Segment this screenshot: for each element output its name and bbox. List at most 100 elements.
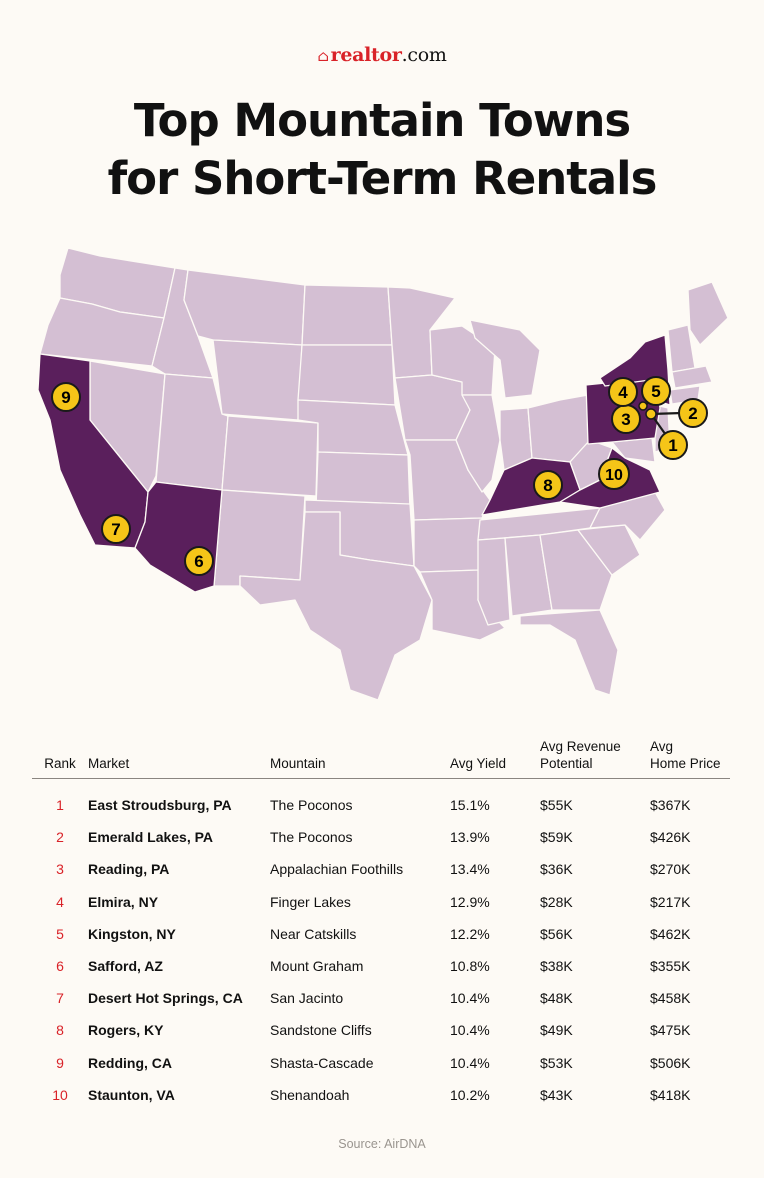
cell-price: $462K <box>650 925 691 942</box>
cell-market: East Stroudsburg, PA <box>88 797 232 814</box>
marker-4-label: 4 <box>618 383 628 402</box>
cell-revenue: $43K <box>540 1086 573 1103</box>
cell-rank: 9 <box>56 1054 64 1071</box>
state-wyoming <box>212 339 303 421</box>
state-colorado <box>221 415 319 497</box>
cell-market: Reading, PA <box>88 861 170 878</box>
state-massachusetts <box>671 365 713 389</box>
rankings-table: Rank Market Mountain Avg Yield Avg Reven… <box>32 730 730 1111</box>
cell-rank: 6 <box>56 958 64 975</box>
logo-tld: .com <box>401 44 447 66</box>
table-row: 3 Reading, PA Appalachian Foothills 13.4% $3… <box>32 853 730 885</box>
state-north-dakota <box>301 284 393 346</box>
cell-price: $418K <box>650 1086 691 1103</box>
header-revenue-line1: Avg Revenue <box>540 739 621 754</box>
cell-market: Redding, CA <box>88 1054 172 1071</box>
marker-10-label: 10 <box>605 467 623 484</box>
marker-dot <box>645 408 657 420</box>
marker-7[interactable]: 7 <box>101 514 131 544</box>
title-line-2: for Short-Term Rentals <box>107 152 658 205</box>
table-row: 6 Safford, AZ Mount Graham 10.8% $38K $355K <box>32 950 730 982</box>
cell-mountain: Finger Lakes <box>270 893 351 910</box>
state-mississippi <box>477 537 511 626</box>
cell-revenue: $55K <box>540 797 573 814</box>
marker-8[interactable]: 8 <box>533 470 563 500</box>
logo-brand: realtor <box>330 44 402 66</box>
cell-yield: 10.2% <box>450 1086 490 1103</box>
cell-mountain: Near Catskills <box>270 925 357 942</box>
map-markers: 1 2 3 4 5 6 7 8 9 10 <box>51 376 708 576</box>
cell-yield: 12.9% <box>450 893 490 910</box>
cell-revenue: $56K <box>540 925 573 942</box>
table-header: Rank Market Mountain Avg Yield Avg Reven… <box>32 730 730 779</box>
state-michigan <box>469 319 541 399</box>
cell-rank: 4 <box>56 893 64 910</box>
header-yield: Avg Yield <box>450 756 507 771</box>
table-row: 10 Staunton, VA Shenandoah 10.2% $43K $418K <box>32 1079 730 1111</box>
cell-mountain: Shasta-Cascade <box>270 1054 374 1071</box>
cell-market: Kingston, NY <box>88 925 176 942</box>
state-montana <box>183 269 306 346</box>
cell-price: $367K <box>650 797 691 814</box>
cell-revenue: $48K <box>540 990 573 1007</box>
table-row: 8 Rogers, KY Sandstone Cliffs 10.4% $49K $475… <box>32 1014 730 1046</box>
marker-2-label: 2 <box>688 404 697 423</box>
marker-8-label: 8 <box>543 476 552 495</box>
state-kentucky <box>481 457 581 516</box>
cell-price: $355K <box>650 958 691 975</box>
cell-price: $458K <box>650 990 691 1007</box>
header-mountain: Mountain <box>270 756 326 771</box>
state-arkansas <box>413 517 483 573</box>
table-body: 1 East Stroudsburg, PA The Poconos 15.1% $55… <box>32 779 730 1111</box>
table-row: 1 East Stroudsburg, PA The Poconos 15.1% $55… <box>32 789 730 821</box>
cell-mountain: Sandstone Cliffs <box>270 1022 372 1039</box>
marker-3[interactable]: 3 <box>611 404 641 434</box>
table-row: 5 Kingston, NY Near Catskills 12.2% $56K $462… <box>32 918 730 950</box>
marker-6-label: 6 <box>194 552 203 571</box>
cell-yield: 13.4% <box>450 861 490 878</box>
cell-price: $506K <box>650 1054 691 1071</box>
header-rank: Rank <box>44 756 76 771</box>
cell-rank: 1 <box>56 797 64 814</box>
cell-yield: 10.4% <box>450 1022 490 1039</box>
marker-2[interactable]: 2 <box>678 398 708 428</box>
cell-rank: 2 <box>56 829 64 846</box>
marker-4[interactable]: 4 <box>608 377 638 407</box>
marker-1[interactable]: 1 <box>658 430 688 460</box>
marker-9-label: 9 <box>61 388 70 407</box>
state-illinois <box>455 394 501 493</box>
state-iowa <box>394 374 471 441</box>
marker-10[interactable]: 10 <box>598 458 630 490</box>
cell-rank: 5 <box>56 925 64 942</box>
marker-6[interactable]: 6 <box>184 546 214 576</box>
marker-9[interactable]: 9 <box>51 382 81 412</box>
cell-revenue: $38K <box>540 958 573 975</box>
cell-market: Rogers, KY <box>88 1022 164 1039</box>
state-south-dakota <box>297 344 396 406</box>
cell-rank: 7 <box>56 990 64 1007</box>
header-revenue: Avg Revenue Potential <box>540 738 650 772</box>
table-row: 9 Redding, CA Shasta-Cascade 10.4% $53K $506K <box>32 1047 730 1079</box>
cell-price: $426K <box>650 829 691 846</box>
cell-rank: 10 <box>52 1086 68 1103</box>
table-row: 2 Emerald Lakes, PA The Poconos 13.9% $59K $4… <box>32 821 730 853</box>
cell-market: Safford, AZ <box>88 958 163 975</box>
cell-price: $475K <box>650 1022 691 1039</box>
state-utah <box>155 373 229 491</box>
realtor-logo: ⌂ realtor.com <box>0 44 764 66</box>
cell-rank: 8 <box>56 1022 64 1039</box>
cell-yield: 10.4% <box>450 990 490 1007</box>
cell-mountain: Shenandoah <box>270 1086 350 1103</box>
marker-dot <box>638 401 648 411</box>
marker-5[interactable]: 5 <box>641 376 671 406</box>
cell-price: $270K <box>650 861 691 878</box>
cell-market: Staunton, VA <box>88 1086 175 1103</box>
cell-market: Elmira, NY <box>88 893 159 910</box>
marker-7-label: 7 <box>111 520 120 539</box>
cell-revenue: $28K <box>540 893 573 910</box>
cell-mountain: The Poconos <box>270 829 353 846</box>
cell-mountain: The Poconos <box>270 797 353 814</box>
cell-price: $217K <box>650 893 691 910</box>
cell-yield: 10.4% <box>450 1054 490 1071</box>
source-note: Source: AirDNA <box>338 1137 426 1151</box>
